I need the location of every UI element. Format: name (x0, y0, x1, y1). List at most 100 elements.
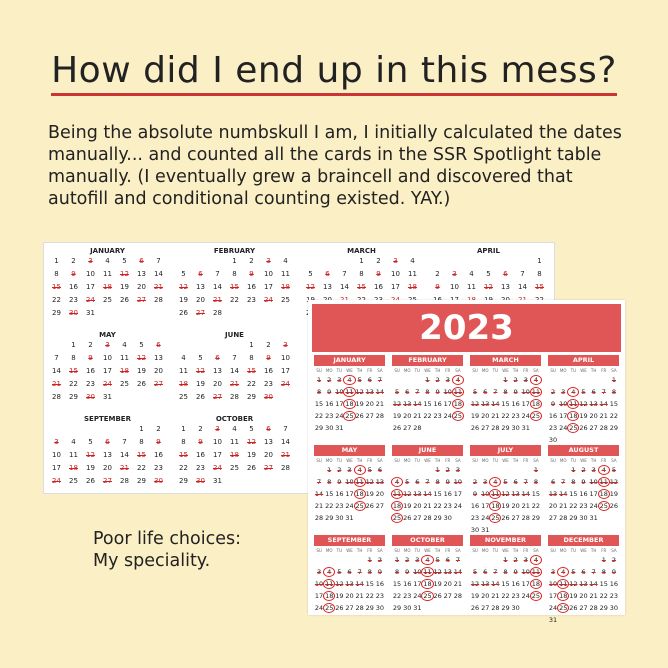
day-cell: 21 (599, 412, 608, 420)
day-cell: 13 (443, 568, 452, 576)
day-cell: 28 (491, 424, 500, 432)
day-cell: 31 (589, 514, 598, 522)
day-cell: 9 (551, 400, 556, 408)
day-cell: 29 (501, 424, 510, 432)
weekday-header: SU MO TU WE TH FR SA (470, 458, 541, 463)
weekday-header: SU MO TU WE TH FR SA (548, 548, 619, 553)
old-day-cell: 7 (54, 354, 59, 362)
day-cell: 30 (335, 514, 344, 522)
day-cell: 19 (609, 490, 619, 498)
day-cell: 6 (347, 568, 352, 576)
old-day-cell: 16 (69, 283, 78, 291)
day-cell: 5 (367, 466, 372, 474)
day-cell: 13 (548, 490, 558, 498)
day-cell: 19 (569, 592, 578, 600)
old-day-cell: 18 (230, 451, 239, 459)
day-cell: 14 (589, 580, 598, 588)
old-day-cell: 6 (266, 425, 271, 433)
weekday-label: MO (481, 368, 489, 373)
old-day-cell (48, 341, 65, 349)
day-cell: 3 (551, 568, 556, 576)
day-cell: 15 (433, 490, 442, 498)
day-cell: 21 (589, 592, 598, 600)
old-day-cell: 18 (120, 367, 129, 375)
weekday-label: MO (403, 368, 411, 373)
day-cell: 8 (425, 388, 430, 396)
old-day-cell (99, 425, 116, 433)
old-day-cell: 2 (376, 257, 381, 265)
day-cell: 14 (559, 490, 568, 498)
day-cell: 26 (470, 604, 480, 612)
day-cell: 2 (327, 376, 332, 384)
day-cell: 28 (375, 412, 385, 420)
day-cell: 27 (345, 604, 354, 612)
day-cell: 26 (609, 502, 619, 510)
old-day-cell: 26 (196, 393, 205, 401)
day-cell: 5 (571, 568, 576, 576)
month-november: NOVEMBER SU MO TU WE TH FR SA 1 2 3 4 5 6 7 8 9 10 11 12 13 1… (470, 535, 543, 612)
old-day-cell: 9 (88, 354, 93, 362)
old-day-cell: 25 (69, 477, 78, 485)
day-cell: 25 (597, 501, 610, 511)
day-cell: 7 (601, 388, 606, 396)
old-day-cell: 16 (374, 283, 383, 291)
day-cell: 20 (511, 502, 520, 510)
day-cell: 13 (413, 490, 422, 498)
day-cell: 26 (403, 514, 412, 522)
day-cell: 16 (470, 502, 480, 510)
day-cell: 29 (531, 514, 541, 522)
day-cell: 24 (443, 412, 452, 420)
old-day-cell: 7 (283, 425, 288, 433)
day-cell: 11 (343, 387, 356, 397)
day-cell: 9 (513, 568, 518, 576)
day-cell: 27 (579, 604, 588, 612)
day-cell: 4 (343, 375, 356, 385)
weekday-label: SU (472, 458, 478, 463)
day-cell: 19 (433, 580, 442, 588)
old-day-cell: 23 (264, 380, 273, 388)
day-cell: 11 (529, 567, 543, 577)
month-july: JULY SU MO TU WE TH FR SA 1 2 3 4 5 6 7 8 9 10 11 12 13 14 15 1… (470, 445, 541, 534)
day-cell: 15 (423, 400, 432, 408)
old-day-cell: 11 (467, 283, 476, 291)
day-cell: 26 (335, 604, 344, 612)
day-cell: 25 (529, 591, 543, 601)
day-cell: 9 (581, 478, 586, 486)
quote-line-1: Poor life choices: (93, 529, 241, 549)
day-cell: 25 (557, 603, 570, 613)
old-day-cell: 3 (283, 341, 288, 349)
old-day-cell: 13 (137, 270, 146, 278)
old-day-cell: 2 (198, 425, 203, 433)
day-cell: 24 (548, 604, 558, 612)
weekday-label: FR (601, 548, 607, 553)
old-day-cell: 8 (537, 270, 542, 278)
day-cell (558, 556, 568, 564)
month-march: MARCH SU MO TU WE TH FR SA 1 2 3 4 5 6 7 8 9 10 11 12 13 14 15… (470, 355, 543, 432)
day-cell: 3 (455, 466, 460, 474)
old-day-cell: 24 (103, 380, 112, 388)
day-cell: 27 (548, 514, 558, 522)
old-day-cell: 25 (230, 464, 239, 472)
old-day-cell: 16 (264, 367, 273, 375)
day-cell: 19 (403, 502, 412, 510)
old-day-cell: 3 (105, 341, 110, 349)
weekday-label: TU (414, 458, 421, 463)
old-day-cell: 5 (308, 270, 313, 278)
old-day-cell: 8 (54, 270, 59, 278)
weekday-label: TU (336, 368, 343, 373)
old-day-cell: 10 (264, 270, 273, 278)
day-cell: 2 (435, 376, 440, 384)
old-day-cell: 22 (137, 464, 146, 472)
day-cell: 14 (491, 400, 500, 408)
day-cell: 21 (491, 412, 500, 420)
day-cell: 22 (314, 412, 324, 420)
old-day-cell: 21 (281, 451, 290, 459)
day-cell (470, 466, 480, 474)
weekday-label: TH (590, 458, 597, 463)
old-day-cell: 14 (120, 451, 129, 459)
old-day-cell: 19 (86, 464, 95, 472)
day-cell: 29 (501, 604, 510, 612)
old-day-cell (65, 425, 82, 433)
day-cell: 19 (501, 502, 510, 510)
old-day-cell: 1 (537, 257, 542, 265)
